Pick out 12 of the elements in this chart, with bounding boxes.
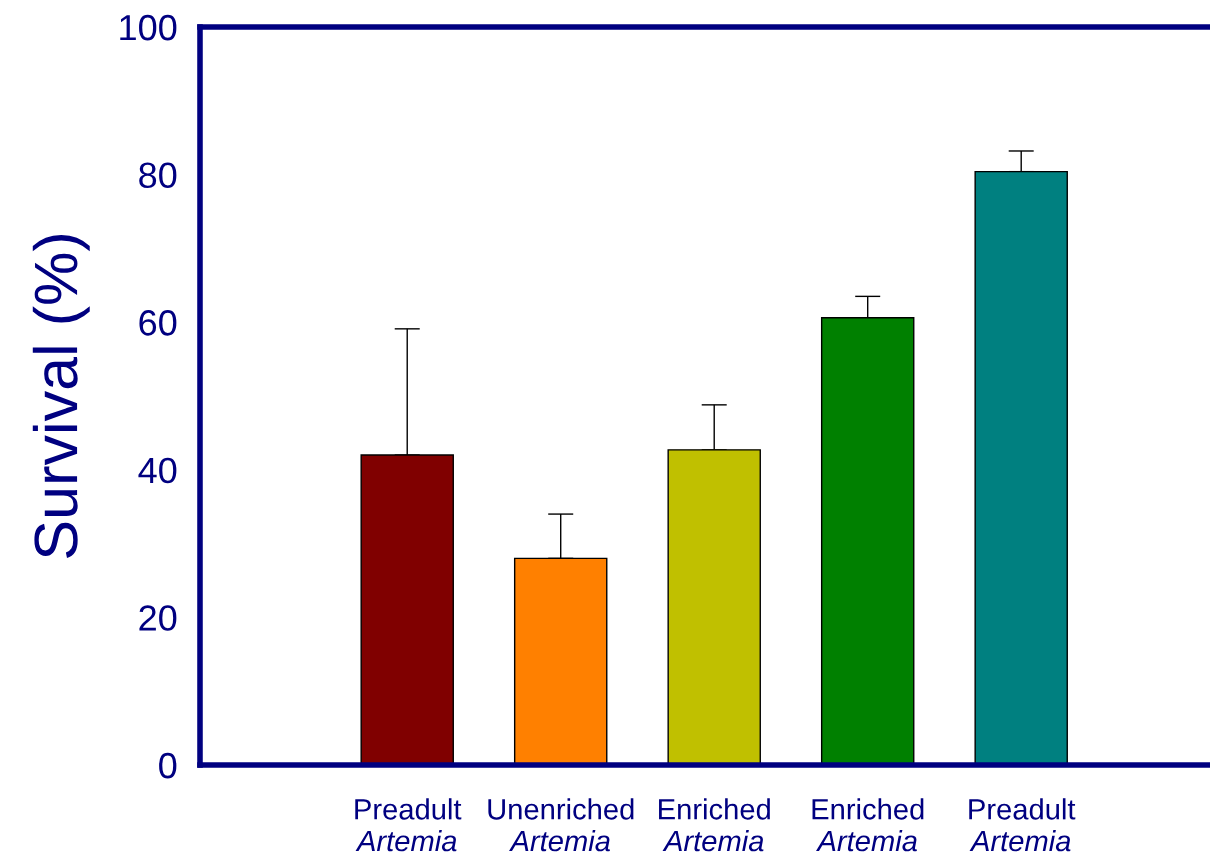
y-tick-label: 40 xyxy=(138,457,177,484)
y-axis-title: Survival (%) xyxy=(32,235,90,558)
y-tick-label: 100 xyxy=(120,14,177,41)
y-tick-label: 20 xyxy=(139,605,177,631)
y-tick-label: 80 xyxy=(139,162,177,189)
x-tick-label: Enriched Artemia xyxy=(812,798,924,852)
x-tick-label: Unenriched Artemia xyxy=(488,798,634,852)
y-tick-label: 60 xyxy=(139,310,177,336)
x-tick-label: Preadult Artemia xyxy=(969,798,1076,852)
x-tick-label: Enriched Artemia xyxy=(659,798,770,852)
y-tick-label: 0 xyxy=(159,752,177,779)
x-tick-label: Preadult Artemia xyxy=(355,798,462,852)
